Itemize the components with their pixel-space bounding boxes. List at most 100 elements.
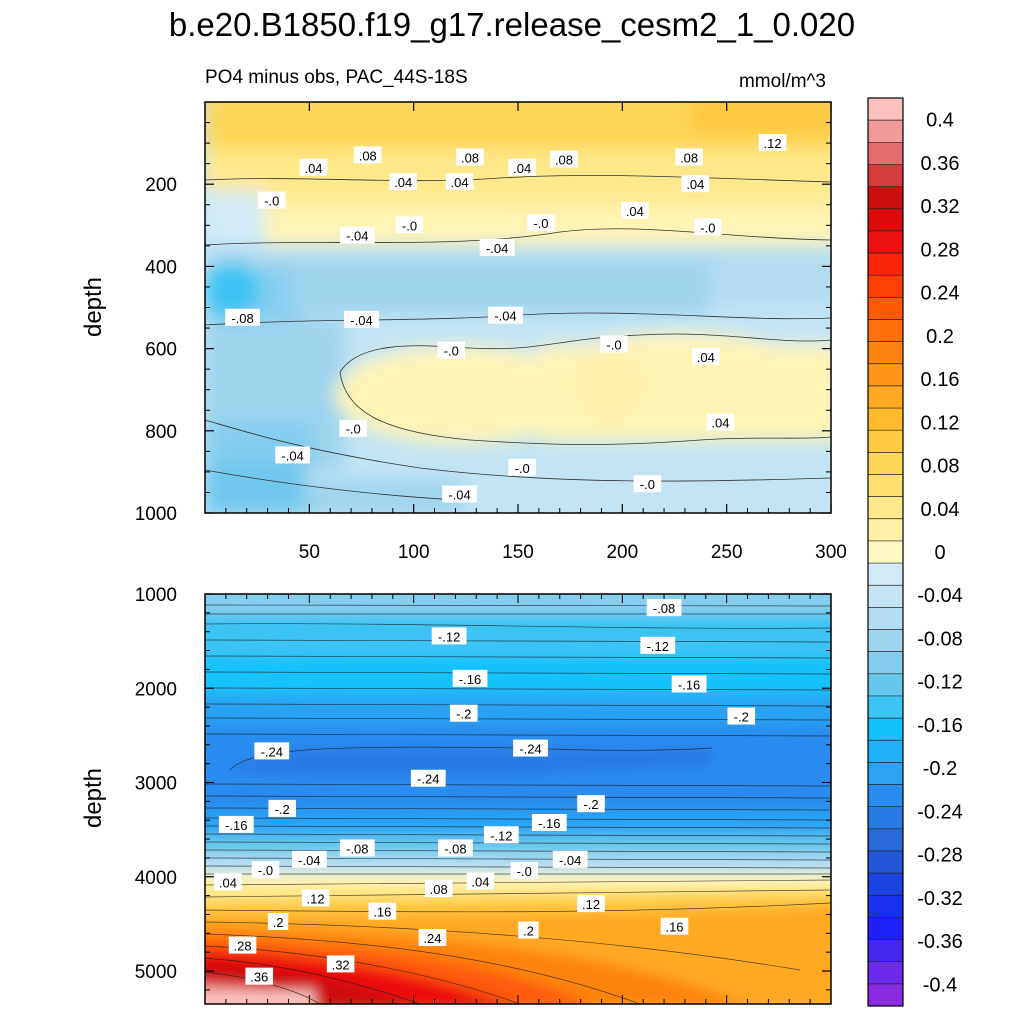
lower-contour-label-box xyxy=(640,636,676,654)
upper-x-tick-label: 100 xyxy=(398,542,430,563)
colorbar-segment xyxy=(868,585,903,608)
upper-contour-label: -.0 xyxy=(264,194,279,209)
upper-contour-label: -.04 xyxy=(346,229,368,244)
upper-contour-label-box xyxy=(621,201,649,219)
upper-contour-label: -.04 xyxy=(281,448,303,463)
upper-y-tick-label: 400 xyxy=(145,257,177,278)
colorbar-frame xyxy=(867,97,904,1007)
colorbar-segment xyxy=(868,673,903,697)
upper-contour-label: .08 xyxy=(461,150,479,165)
lower-contour-label: -.16 xyxy=(459,672,481,687)
upper-contour-label: .08 xyxy=(359,148,377,163)
lower-contour-label: -.0 xyxy=(258,863,273,878)
lower-contour-label: -.2 xyxy=(583,797,598,812)
upper-contour-label-box xyxy=(442,485,477,503)
colorbar-segment xyxy=(868,629,903,653)
lower-contour-label-box xyxy=(518,921,539,939)
upper-contour-label: .08 xyxy=(555,153,573,168)
lower-contour-label: -.24 xyxy=(261,744,283,759)
lower-contour-label-box xyxy=(268,799,297,817)
lower-contour-label: -.12 xyxy=(490,828,512,843)
colorbar-tick-label: 0.16 xyxy=(921,369,960,391)
lower-contour-label: -.0 xyxy=(517,864,532,879)
upper-contour-label: -.0 xyxy=(515,461,530,476)
chart-title: b.e20.B1850.f19_g17.release_cesm2_1_0.02… xyxy=(169,6,855,43)
lower-contour-label: -.2 xyxy=(275,802,290,817)
lower-contour-label-box xyxy=(510,862,539,880)
colorbar-segment xyxy=(868,518,903,542)
upper-contour-label-box xyxy=(456,148,484,166)
lower-contour-label: .24 xyxy=(423,931,441,946)
upper-contour-label-box xyxy=(488,306,523,324)
lower-contour-label: -.2 xyxy=(456,707,471,722)
lower-contour-label: .36 xyxy=(250,970,268,985)
colorbar-segment xyxy=(868,385,903,409)
upper-contour-label: .04 xyxy=(394,175,412,190)
upper-y-axis-label: depth xyxy=(80,277,107,337)
colorbar-segment xyxy=(868,408,903,431)
colorbar-segment xyxy=(868,297,903,320)
lower-contour-label: -.24 xyxy=(417,772,439,787)
lower-axes: 1000 2000 3000 4000 5000 xyxy=(135,585,832,1004)
lower-contour-label: -.12 xyxy=(438,629,460,644)
upper-contour-label-box xyxy=(339,226,375,244)
colorbar-tick-label: -0.36 xyxy=(917,931,963,953)
upper-contour-label: -.0 xyxy=(402,218,417,233)
colorbar-segment xyxy=(868,253,903,276)
colorbar-segment xyxy=(868,186,903,210)
lower-contour-label-box xyxy=(228,936,257,954)
upper-contour-label-box xyxy=(675,148,703,166)
lower-contour-label-box xyxy=(577,795,605,813)
upper-contour-label: -.0 xyxy=(640,477,655,492)
upper-contour-label-box xyxy=(527,214,555,232)
lower-contour-label-box xyxy=(218,815,254,833)
lower-contour-label-box xyxy=(531,814,567,832)
upper-contour-label-box xyxy=(275,446,311,464)
upper-contour-label: .04 xyxy=(304,161,322,176)
lower-contour-label: .12 xyxy=(582,897,600,912)
lower-contour-label: -.16 xyxy=(225,818,247,833)
upper-contour-label: -.04 xyxy=(486,241,508,256)
upper-contour-label-box xyxy=(225,308,260,326)
lower-contour-label: .04 xyxy=(219,875,237,890)
lower-contour-label-box xyxy=(438,839,473,857)
colorbar-segment xyxy=(868,762,903,785)
colorbar-segment xyxy=(868,341,903,365)
upper-x-tick-label: 300 xyxy=(815,542,847,563)
colorbar-tick-label: -0.28 xyxy=(917,845,963,867)
upper-contour-label: -.04 xyxy=(448,488,470,503)
upper-contour-label-box xyxy=(437,341,466,359)
upper-contour-label: .04 xyxy=(451,175,469,190)
colorbar-tick-label: -0.2 xyxy=(923,758,957,780)
upper-contour-label: .04 xyxy=(513,161,531,176)
lower-contour-label-box xyxy=(410,769,446,787)
upper-contour-label-box xyxy=(353,146,382,164)
lower-contour-label: -.08 xyxy=(653,601,675,616)
colorbar-segment xyxy=(868,740,903,763)
colorbar-tick-label: 0.28 xyxy=(921,239,960,261)
lower-contour-label: .12 xyxy=(307,891,325,906)
colorbar-tick-label: -0.04 xyxy=(917,585,963,607)
upper-contour-label-box xyxy=(389,173,418,191)
colorbar-segment xyxy=(868,275,903,298)
colorbar-tick-label: 0.08 xyxy=(921,456,960,478)
lower-contour-label: .16 xyxy=(665,920,683,935)
upper-contour-label-box xyxy=(694,218,722,236)
lower-contour-label-box xyxy=(301,889,330,907)
lower-contour-label: -.2 xyxy=(734,710,749,725)
colorbar-segment xyxy=(868,784,903,808)
colorbar-segment xyxy=(868,230,903,254)
colorbar-segment xyxy=(868,895,903,918)
lower-contour-label-box xyxy=(245,967,274,985)
lower-contour-label: .08 xyxy=(430,882,448,897)
colorbar-segment xyxy=(868,563,903,586)
lower-contour-label: -.08 xyxy=(346,841,368,856)
colorbar-segment xyxy=(868,164,903,187)
colorbar-segment xyxy=(868,607,903,630)
upper-contour-label: .04 xyxy=(711,416,729,431)
lower-plot-area xyxy=(205,594,831,1004)
lower-contour-label-box xyxy=(483,826,519,844)
colorbar-tick-label: 0 xyxy=(934,542,945,564)
lower-panel: 1000 2000 3000 4000 5000 -.08 -.12 -.12 -.16 -.1… xyxy=(80,585,832,1005)
lower-contour-label-box xyxy=(727,707,756,725)
